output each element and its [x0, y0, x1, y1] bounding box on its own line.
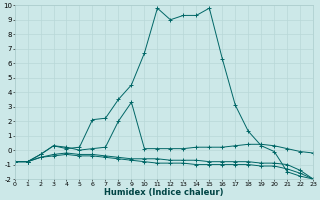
X-axis label: Humidex (Indice chaleur): Humidex (Indice chaleur) — [104, 188, 224, 197]
